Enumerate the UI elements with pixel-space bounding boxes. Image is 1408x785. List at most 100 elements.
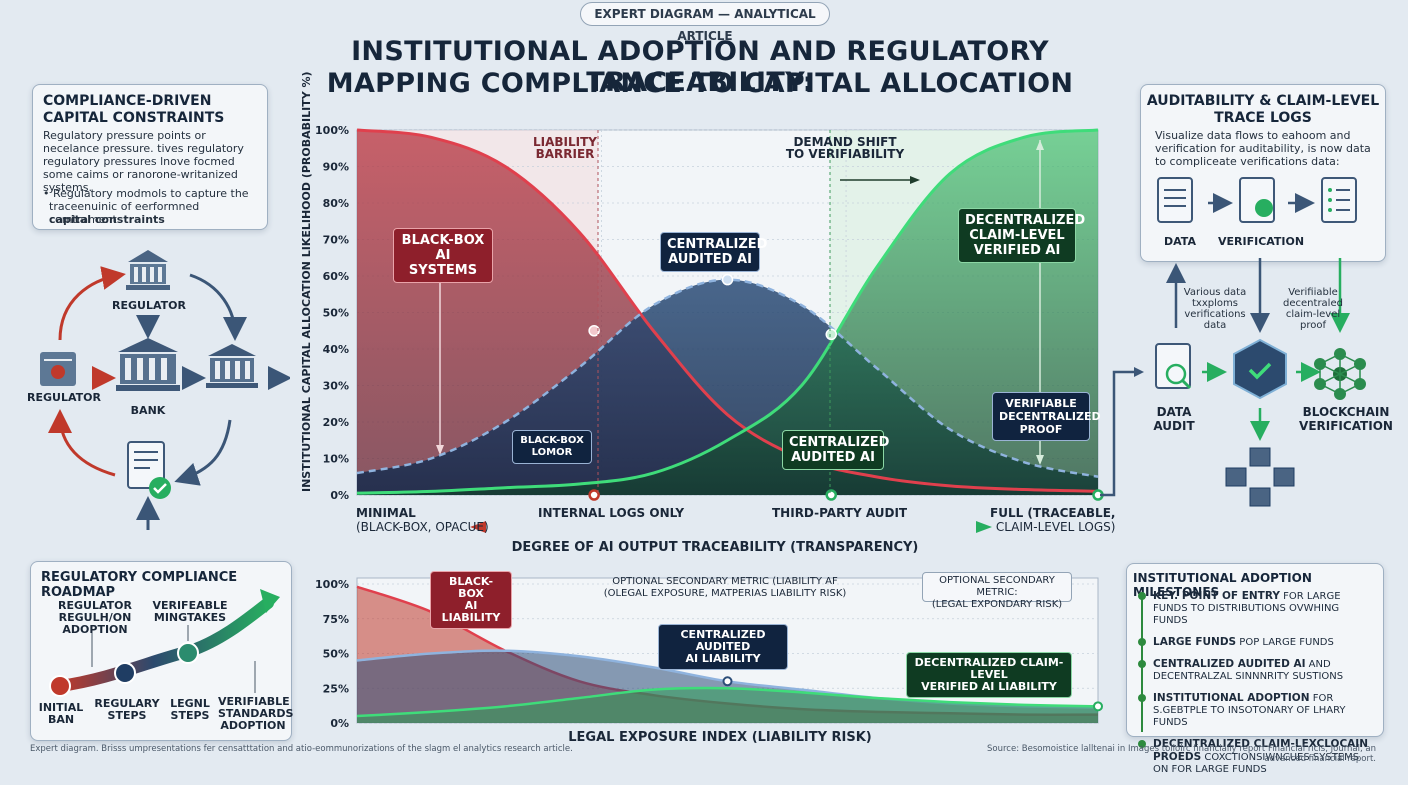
lower-ytick-label: 50%: [323, 648, 349, 661]
callout-verifiable-proof: VERIFIABLE DECENTRALIZED PROOF: [992, 392, 1101, 441]
xtick-full: FULL (TRACEABLE, CLAIM-LEVEL LOGS): [990, 506, 1116, 534]
roadmap-label-verifiable-standards: VERIFIABLE STANDARDS ADOPTION: [218, 695, 294, 732]
main-intersection-marker: [721, 273, 734, 286]
main-point-blackbox: [1022, 488, 1025, 491]
callout-centralized-audited: CENTRALIZED AUDITED AI: [660, 232, 767, 272]
lower-note-2-box: OPTIONAL SECONDARY METRIC: (LEGAL EXPONDA…: [922, 572, 1072, 610]
main-point-decentralized: [1097, 129, 1100, 132]
callout-decentralized-verified: DECENTRALIZED CLAIM-LEVEL VERIFIED AI: [958, 208, 1085, 263]
verified-hexagon-icon: [1233, 338, 1287, 400]
left-panel-title-2: CAPITAL CONSTRAINTS: [43, 110, 225, 126]
main-ytick-label: 90%: [323, 161, 349, 174]
roadmap-label-legnl-steps: LEGNL STEPS: [170, 697, 210, 722]
main-intersection-marker: [825, 328, 837, 341]
milestone-bold: LARGE FUNDS: [1153, 636, 1237, 648]
blockchain-network-icon: [1314, 348, 1366, 400]
audit-note-left: Various data txxploms verifications data: [1183, 287, 1247, 331]
step-data-label: DATA: [1164, 235, 1196, 248]
main-point-centralized: [504, 421, 507, 424]
main-ytick-label: 0%: [330, 489, 349, 502]
lower-ytick-label: 25%: [323, 682, 349, 695]
milestone-bold: KEY. POINT OF ENTRY: [1153, 590, 1280, 602]
main-point-blackbox: [726, 413, 729, 416]
main-point-centralized: [1022, 461, 1025, 464]
main-ytick-label: 10%: [323, 453, 349, 466]
lower-ytick-label: 100%: [315, 578, 349, 591]
left-panel-bullet-2: traceenuinic of eerformned comtrament: [49, 200, 200, 226]
main-point-decentralized: [948, 172, 951, 175]
main-point-decentralized: [356, 492, 359, 495]
milestones-panel: INSTITUTIONAL ADOPTION MILESTONES KEY. P…: [1126, 563, 1384, 775]
blockchain-cubes-icon: [1225, 447, 1295, 507]
main-ytick-label: 40%: [323, 343, 349, 356]
main-ytick-label: 50%: [323, 307, 349, 320]
main-ytick-label: 100%: [315, 124, 349, 137]
main-point-blackbox: [652, 329, 655, 332]
left-panel-body: Regulatory pressure points or necelance …: [43, 129, 244, 194]
lower-ytick-label: 0%: [330, 717, 349, 728]
main-point-blackbox: [356, 129, 359, 132]
main-point-centralized: [430, 457, 433, 460]
main-ytick-label: 80%: [323, 197, 349, 210]
checklist-icon: [1321, 177, 1357, 223]
left-panel-bullet-1: • Regulatory modmols to capture the: [43, 187, 249, 200]
main-area-decentralized: [357, 130, 1098, 495]
scales-icon: [40, 352, 76, 386]
footer-right: Source: Besomoistice lalltenai in Images…: [987, 744, 1376, 764]
roadmap-label-verifeable: VERIFEABLE MINGTAKES: [152, 599, 228, 624]
main-point-decentralized: [1022, 136, 1025, 139]
regulator-building-icon-top: [126, 250, 170, 290]
roadmap-title: REGULATORY COMPLIANCE ROADMAP: [41, 570, 238, 600]
milestone-text: AND DECENTRALZAL SINNNRITY SUSTIONS: [1153, 659, 1344, 682]
milestone-item: INSTITUTIONAL ADOPTION FOR S.GEBTPLE TO …: [1137, 692, 1373, 729]
main-point-centralized: [948, 428, 951, 431]
milestone-item: KEY. POINT OF ENTRY FOR LARGE FUNDS TO D…: [1137, 590, 1373, 627]
milestone-text: FOR S.GEBTPLE TO INSOTONARY OF LHARY FUN…: [1153, 693, 1346, 728]
footer-left: Expert diagram. Brisss umpresentations f…: [30, 744, 573, 754]
main-point-centralized: [578, 366, 581, 369]
lower-ytick-label: 75%: [323, 613, 349, 626]
audit-panel-body: Visualize data flows to eahoom and verif…: [1155, 129, 1371, 168]
main-point-decentralized: [652, 472, 655, 475]
main-ytick-label: 70%: [323, 234, 349, 247]
main-point-centralized: [874, 366, 877, 369]
xtick-third-party: THIRD-PARTY AUDIT: [772, 506, 908, 520]
audit-note-right: Verifiiable decentraled claim-level proof: [1283, 287, 1343, 331]
data-audit-icon: [1155, 343, 1192, 390]
main-point-blackbox: [430, 136, 433, 139]
roadmap-label-regulator: REGULATOR REGULH/ON ADOPTION: [58, 599, 132, 636]
main-point-blackbox: [578, 231, 581, 234]
milestone-item: CENTRALIZED AUDITED AI AND DECENTRALZAL …: [1137, 658, 1373, 683]
left-panel-bullet-3: capital constraints: [49, 213, 165, 226]
main-point-decentralized: [726, 439, 729, 442]
main-point-decentralized: [430, 490, 433, 493]
lower-marker: [722, 676, 733, 687]
main-point-blackbox: [504, 165, 507, 168]
milestone-bold: INSTITUTIONAL ADOPTION: [1153, 692, 1310, 704]
lower-callout-decentralized: DECENTRALIZED CLAIM-LEVEL VERIFIED AI LIA…: [906, 652, 1072, 698]
main-point-blackbox: [948, 484, 951, 487]
main-point-centralized: [356, 472, 359, 475]
flow-regulator-top-label: REGULATOR: [112, 299, 186, 312]
flow-regulator-left-label: REGULATOR: [27, 391, 101, 404]
data-audit-label: DATA AUDIT: [1153, 405, 1195, 433]
audit-panel-title-1: AUDITABILITY & CLAIM-LEVEL: [1146, 93, 1380, 109]
blockchain-verification-label: BLOCKCHAIN VERIFICATION: [1299, 405, 1393, 433]
main-line-decentralized: [356, 128, 1099, 495]
callout-blackbox-small: BLACK-BOX LOMOR: [512, 430, 592, 464]
institution-building-icon-right: [206, 344, 258, 388]
milestone-text: POP LARGE FUNDS: [1236, 637, 1334, 648]
callout-centralized-audited-2: CENTRALIZED AUDITED AI: [782, 430, 889, 470]
flow-bank-label: BANK: [130, 404, 166, 417]
page-title-line2: MAPPING COMPLIANCE TO CAPITAL ALLOCATION: [326, 68, 1074, 99]
milestone-bold: DECENTRALIZED CLAIM-LEXCLOCAIN PROEDS: [1153, 738, 1368, 763]
lower-area-decentralized: [357, 688, 1098, 723]
milestones-timeline: [1141, 594, 1143, 732]
compliance-flow-diagram: [40, 250, 290, 530]
main-ytick-label: 30%: [323, 380, 349, 393]
audit-panel-title-2: TRACE LOGS: [1214, 110, 1312, 126]
page-title-line1: INSTITUTIONAL ADOPTION AND REGULATORY TR…: [351, 36, 1049, 98]
roadmap-panel: REGULATORY COMPLIANCE ROADMAP: [30, 561, 292, 741]
milestones-title: INSTITUTIONAL ADOPTION MILESTONES: [1133, 571, 1312, 599]
roadmap-label-regulary-steps: REGULARY STEPS: [94, 697, 160, 722]
